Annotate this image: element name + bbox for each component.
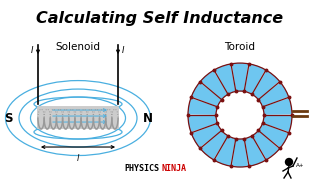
Wedge shape [188, 115, 217, 132]
Wedge shape [252, 131, 279, 160]
Wedge shape [188, 98, 217, 115]
Text: Solenoid: Solenoid [55, 42, 100, 52]
Text: N: N [143, 112, 153, 125]
Text: Calculating Self Inductance: Calculating Self Inductance [36, 11, 284, 26]
Wedge shape [232, 63, 248, 91]
Text: $I$: $I$ [30, 44, 34, 55]
Text: $l$: $l$ [76, 152, 80, 163]
Wedge shape [252, 71, 279, 99]
Wedge shape [215, 136, 236, 166]
Wedge shape [201, 131, 228, 160]
Text: A+: A+ [296, 163, 305, 168]
Text: $I$: $I$ [121, 44, 125, 55]
Wedge shape [263, 98, 292, 115]
Wedge shape [191, 82, 221, 106]
Circle shape [285, 159, 292, 166]
FancyBboxPatch shape [37, 106, 119, 129]
Text: S: S [4, 112, 12, 125]
Wedge shape [244, 136, 265, 166]
Wedge shape [191, 124, 221, 148]
Wedge shape [232, 139, 248, 167]
Text: PHYSICS: PHYSICS [124, 163, 159, 172]
Wedge shape [263, 115, 292, 132]
Wedge shape [244, 64, 265, 94]
Wedge shape [259, 124, 289, 148]
Wedge shape [259, 82, 289, 106]
Wedge shape [201, 71, 228, 99]
Wedge shape [215, 64, 236, 94]
Text: Toroid: Toroid [225, 42, 255, 52]
Text: NINJA: NINJA [161, 163, 186, 172]
